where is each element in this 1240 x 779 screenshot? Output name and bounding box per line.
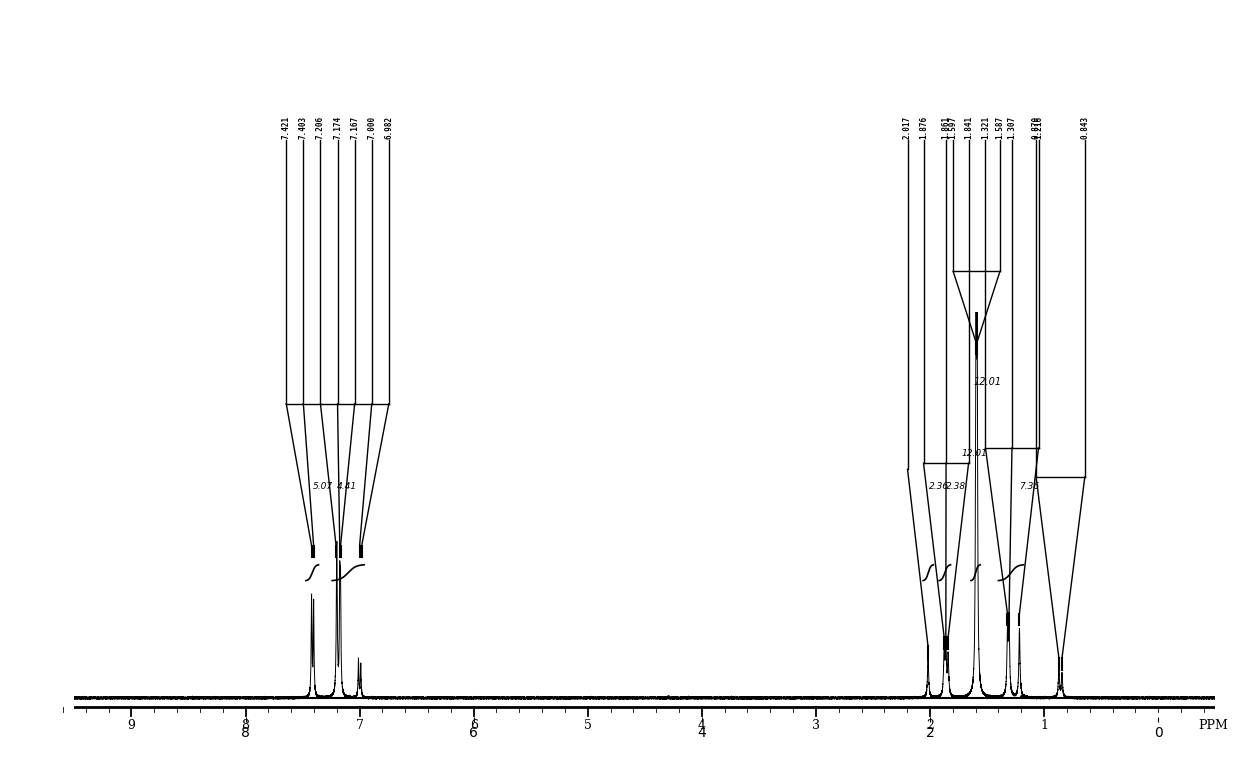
Text: 7.167: 7.167 xyxy=(350,115,360,139)
Text: 3: 3 xyxy=(812,718,820,731)
Text: 7.36: 7.36 xyxy=(1019,482,1039,492)
Text: 6: 6 xyxy=(470,718,477,731)
Text: 6.982: 6.982 xyxy=(384,115,393,139)
Text: 4.41: 4.41 xyxy=(337,482,357,492)
Text: 2: 2 xyxy=(926,718,934,731)
Text: 2.38: 2.38 xyxy=(946,482,966,492)
Text: 1.861: 1.861 xyxy=(941,115,951,139)
Text: 1.321: 1.321 xyxy=(981,115,990,139)
Text: 7: 7 xyxy=(356,718,363,731)
Text: 4: 4 xyxy=(698,718,706,731)
Text: 1.587: 1.587 xyxy=(996,115,1004,139)
Text: 1.216: 1.216 xyxy=(1034,115,1043,139)
Text: PPM: PPM xyxy=(1198,718,1228,731)
Text: 5.07: 5.07 xyxy=(312,482,334,492)
Text: 1.876: 1.876 xyxy=(919,115,928,139)
Text: 5: 5 xyxy=(584,718,591,731)
Text: 2.017: 2.017 xyxy=(903,115,913,139)
Text: 0.870: 0.870 xyxy=(1032,115,1040,139)
Text: 7.000: 7.000 xyxy=(367,115,376,139)
Text: 7.174: 7.174 xyxy=(334,115,342,139)
Text: 2.36: 2.36 xyxy=(929,482,949,492)
Text: 7.403: 7.403 xyxy=(299,115,308,139)
Text: 7.206: 7.206 xyxy=(316,115,325,139)
Text: 7.421: 7.421 xyxy=(281,115,290,139)
Text: 1.841: 1.841 xyxy=(963,115,973,139)
Text: 0.843: 0.843 xyxy=(1080,115,1089,139)
Text: 1.597: 1.597 xyxy=(949,115,957,139)
Text: 9: 9 xyxy=(128,718,135,731)
Text: 8: 8 xyxy=(242,718,249,731)
Text: 1.307: 1.307 xyxy=(1007,115,1017,139)
Text: 12.01: 12.01 xyxy=(973,377,1002,387)
Text: 1: 1 xyxy=(1040,718,1048,731)
Text: 12.01: 12.01 xyxy=(961,449,987,458)
